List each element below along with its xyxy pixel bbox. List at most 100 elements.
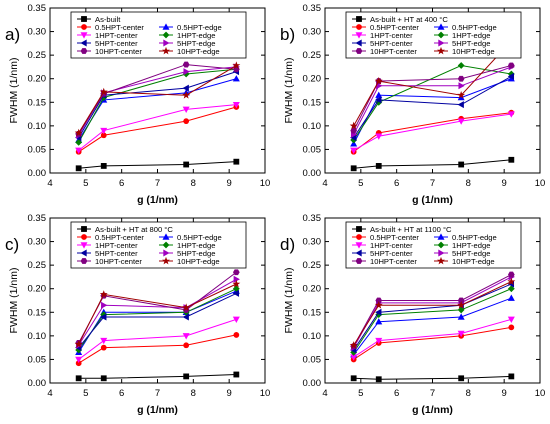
legend-marker bbox=[438, 249, 445, 257]
x-tick-label: 7 bbox=[430, 388, 435, 399]
chart-panel-1: a) 4 5 6 7 8 9 10 0.00 0.05 0.10 0.15 0.20 0.25 0.30 0.… bbox=[5, 3, 270, 206]
legend-label: 0.5HPT-center bbox=[370, 23, 419, 32]
legend-marker bbox=[162, 23, 170, 30]
series-line bbox=[78, 278, 237, 346]
y-tick-label: 0.10 bbox=[303, 121, 322, 132]
data-point bbox=[374, 301, 383, 309]
legend-marker bbox=[355, 249, 362, 257]
y-tick-label: 0.10 bbox=[303, 331, 322, 342]
y-tick-label: 0.15 bbox=[303, 97, 322, 108]
x-tick-label: 9 bbox=[502, 178, 507, 189]
y-tick-label: 0.05 bbox=[28, 144, 47, 155]
legend-marker bbox=[356, 226, 362, 232]
y-tick-label: 0.00 bbox=[303, 378, 322, 389]
y-tick-label: 0.15 bbox=[303, 307, 322, 318]
data-point bbox=[458, 161, 465, 168]
series-line bbox=[353, 159, 512, 169]
y-tick-label: 0.05 bbox=[28, 354, 47, 365]
data-point bbox=[232, 269, 240, 276]
data-point bbox=[75, 165, 82, 172]
legend-label: 10HPT-edge bbox=[177, 257, 220, 266]
data-point bbox=[101, 301, 108, 309]
y-tick-label: 0.10 bbox=[28, 121, 47, 132]
y-tick-label: 0.20 bbox=[303, 284, 322, 295]
legend-marker bbox=[355, 258, 363, 264]
x-tick-label: 4 bbox=[322, 178, 327, 189]
data-point bbox=[507, 285, 515, 293]
legend-marker bbox=[437, 256, 445, 265]
legend-marker bbox=[356, 16, 362, 22]
legend-box bbox=[345, 221, 522, 269]
y-tick-label: 0.00 bbox=[28, 378, 47, 389]
legend-label: 5HPT-edge bbox=[452, 249, 490, 258]
data-point bbox=[100, 344, 107, 351]
data-point bbox=[375, 91, 383, 98]
y-tick-label: 0.35 bbox=[28, 213, 47, 224]
series-line bbox=[78, 292, 237, 348]
series-line bbox=[78, 68, 237, 143]
data-point bbox=[508, 324, 515, 331]
x-axis-label: g (1/nm) bbox=[137, 404, 178, 416]
series-line bbox=[353, 112, 512, 153]
data-point bbox=[457, 301, 466, 309]
legend-label: 0.5HPT-edge bbox=[452, 233, 497, 242]
chart-panel-3: c) 4 5 6 7 8 9 10 0.00 0.05 0.10 0.15 0.20 0.25 0.30 0.… bbox=[5, 213, 270, 416]
series-line bbox=[78, 71, 237, 138]
data-point bbox=[507, 271, 515, 278]
legend-label: 10HPT-edge bbox=[177, 47, 220, 56]
x-tick-label: 7 bbox=[155, 178, 160, 189]
data-point bbox=[182, 303, 191, 311]
legend-box bbox=[70, 221, 247, 269]
legend-marker bbox=[81, 16, 87, 22]
data-point bbox=[507, 277, 516, 286]
data-point bbox=[457, 62, 465, 69]
legend-marker bbox=[81, 24, 87, 30]
legend-marker bbox=[81, 226, 87, 232]
series-line bbox=[78, 106, 237, 153]
x-tick-label: 6 bbox=[394, 178, 399, 189]
legend-marker bbox=[162, 46, 170, 55]
legend-label: As-built + HT at 400 °C bbox=[370, 15, 448, 24]
data-point bbox=[233, 158, 240, 165]
x-tick-label: 4 bbox=[47, 388, 52, 399]
data-point bbox=[375, 133, 383, 140]
legend-marker bbox=[355, 32, 363, 39]
data-point bbox=[100, 163, 107, 169]
y-tick-label: 0.30 bbox=[28, 237, 47, 248]
data-point bbox=[233, 371, 240, 378]
y-tick-label: 0.30 bbox=[28, 27, 47, 38]
legend-label: 0.5HPT-edge bbox=[452, 23, 497, 32]
data-point bbox=[74, 340, 83, 348]
data-point bbox=[232, 75, 240, 82]
legend-marker bbox=[80, 32, 88, 39]
legend-marker bbox=[437, 31, 445, 39]
series-line bbox=[353, 297, 512, 356]
data-point bbox=[232, 279, 241, 288]
data-point bbox=[457, 297, 465, 304]
legend-label: 5HPT-center bbox=[370, 249, 413, 258]
data-point bbox=[232, 66, 240, 73]
series-line bbox=[78, 104, 237, 151]
series-line bbox=[78, 161, 237, 169]
legend-marker bbox=[356, 234, 362, 240]
data-point bbox=[507, 62, 515, 69]
x-tick-label: 5 bbox=[358, 388, 363, 399]
y-tick-label: 0.00 bbox=[303, 168, 322, 179]
legend-label: 5HPT-center bbox=[95, 249, 138, 258]
y-axis-label: FWHM (1/nm) bbox=[8, 58, 20, 124]
data-point bbox=[375, 376, 382, 383]
legend-marker bbox=[355, 39, 362, 47]
legend-marker bbox=[355, 48, 363, 54]
y-axis-label: FWHM (1/nm) bbox=[283, 268, 295, 334]
data-point bbox=[349, 121, 358, 130]
legend-box bbox=[70, 11, 247, 59]
legend-marker bbox=[438, 39, 445, 47]
legend-label: 0.5HPT-edge bbox=[177, 233, 222, 242]
data-point bbox=[182, 333, 190, 340]
data-point bbox=[375, 96, 382, 104]
series-line bbox=[353, 40, 512, 127]
y-tick-label: 0.35 bbox=[303, 3, 322, 14]
legend-marker bbox=[80, 39, 87, 47]
legend-label: 5HPT-center bbox=[95, 39, 138, 48]
